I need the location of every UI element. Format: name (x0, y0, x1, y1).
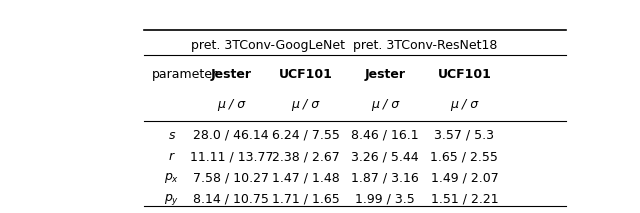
Text: 11.11 / 13.77: 11.11 / 13.77 (189, 150, 273, 163)
Text: 1.71 / 1.65: 1.71 / 1.65 (272, 193, 340, 206)
Text: pret. 3TConv-GoogLeNet: pret. 3TConv-GoogLeNet (191, 39, 346, 52)
Text: 1.87 / 3.16: 1.87 / 3.16 (351, 172, 419, 185)
Text: μ / σ: μ / σ (292, 98, 320, 111)
Text: Jester: Jester (365, 68, 406, 81)
Text: μ / σ: μ / σ (371, 98, 399, 111)
Text: UCF101: UCF101 (279, 68, 333, 81)
Text: 8.14 / 10.75: 8.14 / 10.75 (193, 193, 269, 206)
Text: 6.24 / 7.55: 6.24 / 7.55 (272, 129, 340, 142)
Text: parameter: parameter (152, 68, 218, 81)
Text: 1.65 / 2.55: 1.65 / 2.55 (431, 150, 499, 163)
Text: UCF101: UCF101 (438, 68, 492, 81)
Text: 3.57 / 5.3: 3.57 / 5.3 (435, 129, 495, 142)
Text: 8.46 / 16.1: 8.46 / 16.1 (351, 129, 419, 142)
Text: 1.47 / 1.48: 1.47 / 1.48 (272, 172, 340, 185)
Text: $s$: $s$ (168, 129, 176, 142)
Text: 3.26 / 5.44: 3.26 / 5.44 (351, 150, 419, 163)
Text: 28.0 / 46.14: 28.0 / 46.14 (193, 129, 269, 142)
Text: 2.38 / 2.67: 2.38 / 2.67 (272, 150, 340, 163)
Text: pret. 3TConv-ResNet18: pret. 3TConv-ResNet18 (353, 39, 497, 52)
Text: Jester: Jester (211, 68, 252, 81)
Text: 1.51 / 2.21: 1.51 / 2.21 (431, 193, 498, 206)
Text: $p_y$: $p_y$ (164, 192, 179, 207)
Text: 1.99 / 3.5: 1.99 / 3.5 (355, 193, 415, 206)
Text: μ / σ: μ / σ (217, 98, 245, 111)
Text: μ / σ: μ / σ (451, 98, 479, 111)
Text: $p_x$: $p_x$ (164, 171, 179, 185)
Text: 1.49 / 2.07: 1.49 / 2.07 (431, 172, 499, 185)
Text: $r$: $r$ (168, 150, 175, 163)
Text: 7.58 / 10.27: 7.58 / 10.27 (193, 172, 269, 185)
